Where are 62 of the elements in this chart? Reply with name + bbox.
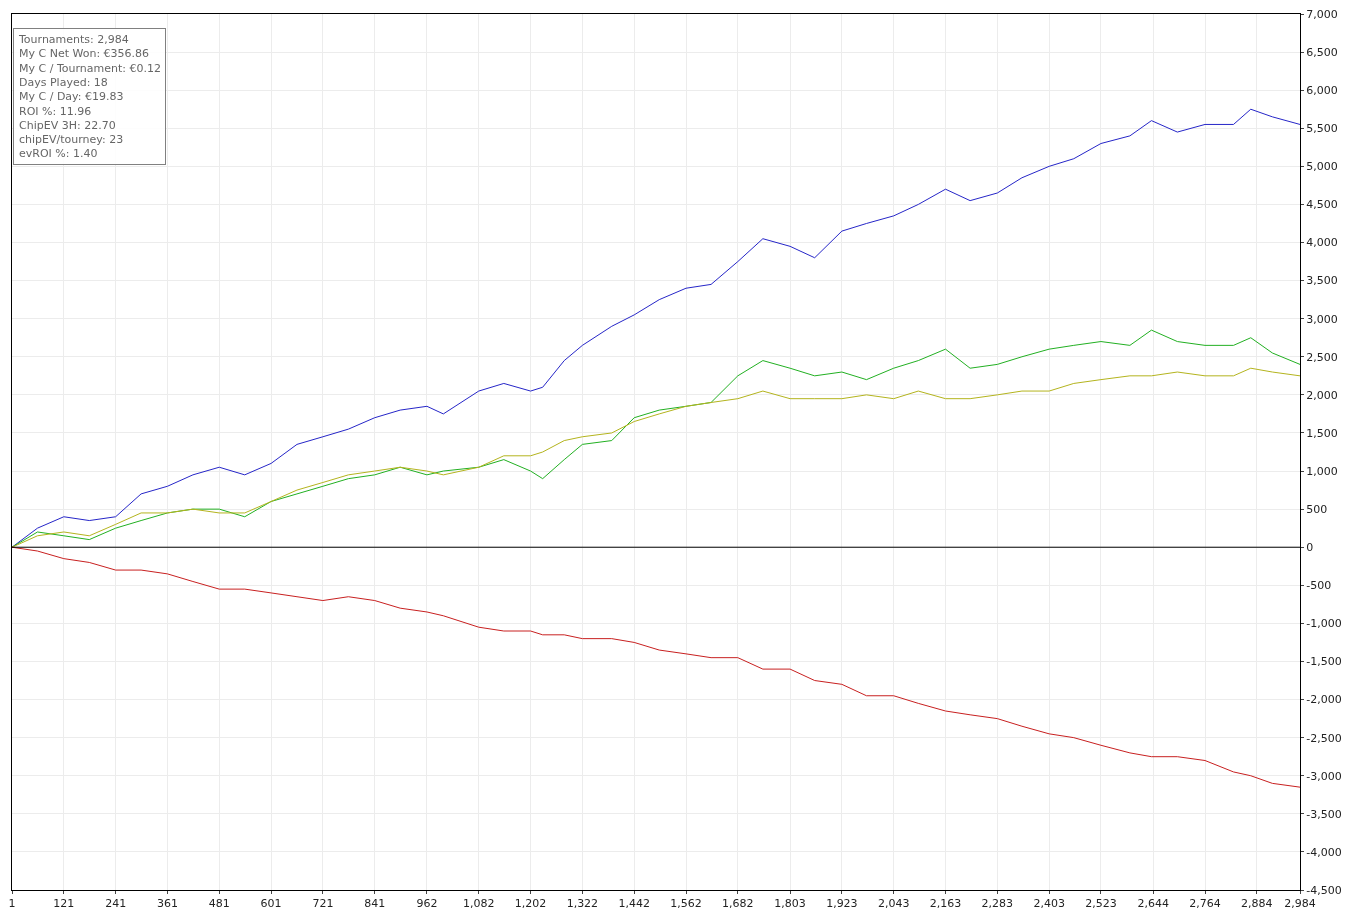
y-tick-label: 7,000 [1306,7,1338,21]
y-tick-label: -500 [1306,579,1332,593]
x-tick-label: 841 [364,897,386,911]
annotation: Days Played: 18 [19,75,108,89]
x-tick-label: 2,043 [877,897,910,911]
x-tick-label: 1,322 [566,897,599,911]
x-tick-label: 2,764 [1189,897,1221,911]
line-series [12,108,1300,548]
x-tick-label: 241 [105,897,127,911]
y-tick-label: -2,000 [1306,693,1342,707]
x-tick-label: 1,442 [618,897,650,911]
y-tick-label: -2,500 [1306,731,1342,745]
x-tick-label: 2,984 [1284,897,1316,911]
y-tick-label: 4,000 [1306,236,1338,250]
x-tick-label: 1,202 [514,897,547,911]
y-tick-label: -1,000 [1306,617,1342,631]
annotation: ChipEV 3H: 22.70 [19,118,116,132]
annotation: evROI %: 1.40 [19,147,98,161]
x-tick-label: 1,923 [826,897,858,911]
x-tick-label: 1,082 [463,897,495,911]
y-tick-label: -4,500 [1306,883,1342,897]
x-tick-label: 121 [53,897,75,911]
x-tick-label: 361 [156,897,178,911]
x-tick-label: 2,523 [1085,897,1117,911]
annotation: My C / Day: €19.83 [19,90,124,104]
y-tick-label: 500 [1306,502,1328,516]
y-tick-label: -3,000 [1306,769,1342,783]
y-tick-label: 5,000 [1306,160,1338,174]
x-tick-label: 1,682 [722,897,754,911]
x-tick-label: 2,884 [1241,897,1273,911]
x-tick-label: 2,163 [929,897,962,911]
y-tick-label: 3,500 [1306,274,1338,288]
y-tick-label: -3,500 [1306,807,1342,821]
annotation: Tournaments: 2,984 [18,33,129,46]
x-tick-label: 1 [8,897,16,911]
x-tick-label: 2,403 [1033,897,1065,911]
annotation: ROI %: 11.96 [19,104,92,118]
x-tick-label: 601 [260,897,282,911]
y-tick-label: 4,500 [1306,198,1338,212]
y-tick-label: 5,500 [1306,122,1338,136]
y-tick-label: 2,500 [1306,350,1338,364]
x-tick-label: 1,803 [774,897,806,911]
x-tick-label: 962 [416,897,438,911]
y-tick-label: -4,000 [1306,845,1342,859]
y-tick-label: 1,500 [1306,426,1338,440]
x-tick-label: 721 [312,897,334,911]
annotation: My C / Tournament: €0.12 [19,61,161,75]
y-tick-label: 3,000 [1306,312,1338,326]
line-series [12,367,1300,548]
annotation: My C Net Won: €356.86 [19,47,150,61]
annotation: chipEV/tourney: 23 [19,133,124,147]
y-tick-label: -1,500 [1306,655,1342,669]
x-tick-label: 2,644 [1137,897,1169,911]
y-tick-label: 6,500 [1306,45,1338,59]
y-tick-label: 1,000 [1306,464,1338,478]
x-tick-label: 1,562 [670,897,702,911]
y-tick-label: 0 [1306,541,1314,555]
y-tick-label: 6,000 [1306,84,1338,98]
y-tick-label: 2,000 [1306,388,1338,402]
line-series [12,329,1300,548]
x-tick-label: 2,283 [981,897,1014,911]
x-tick-label: 481 [208,897,230,911]
